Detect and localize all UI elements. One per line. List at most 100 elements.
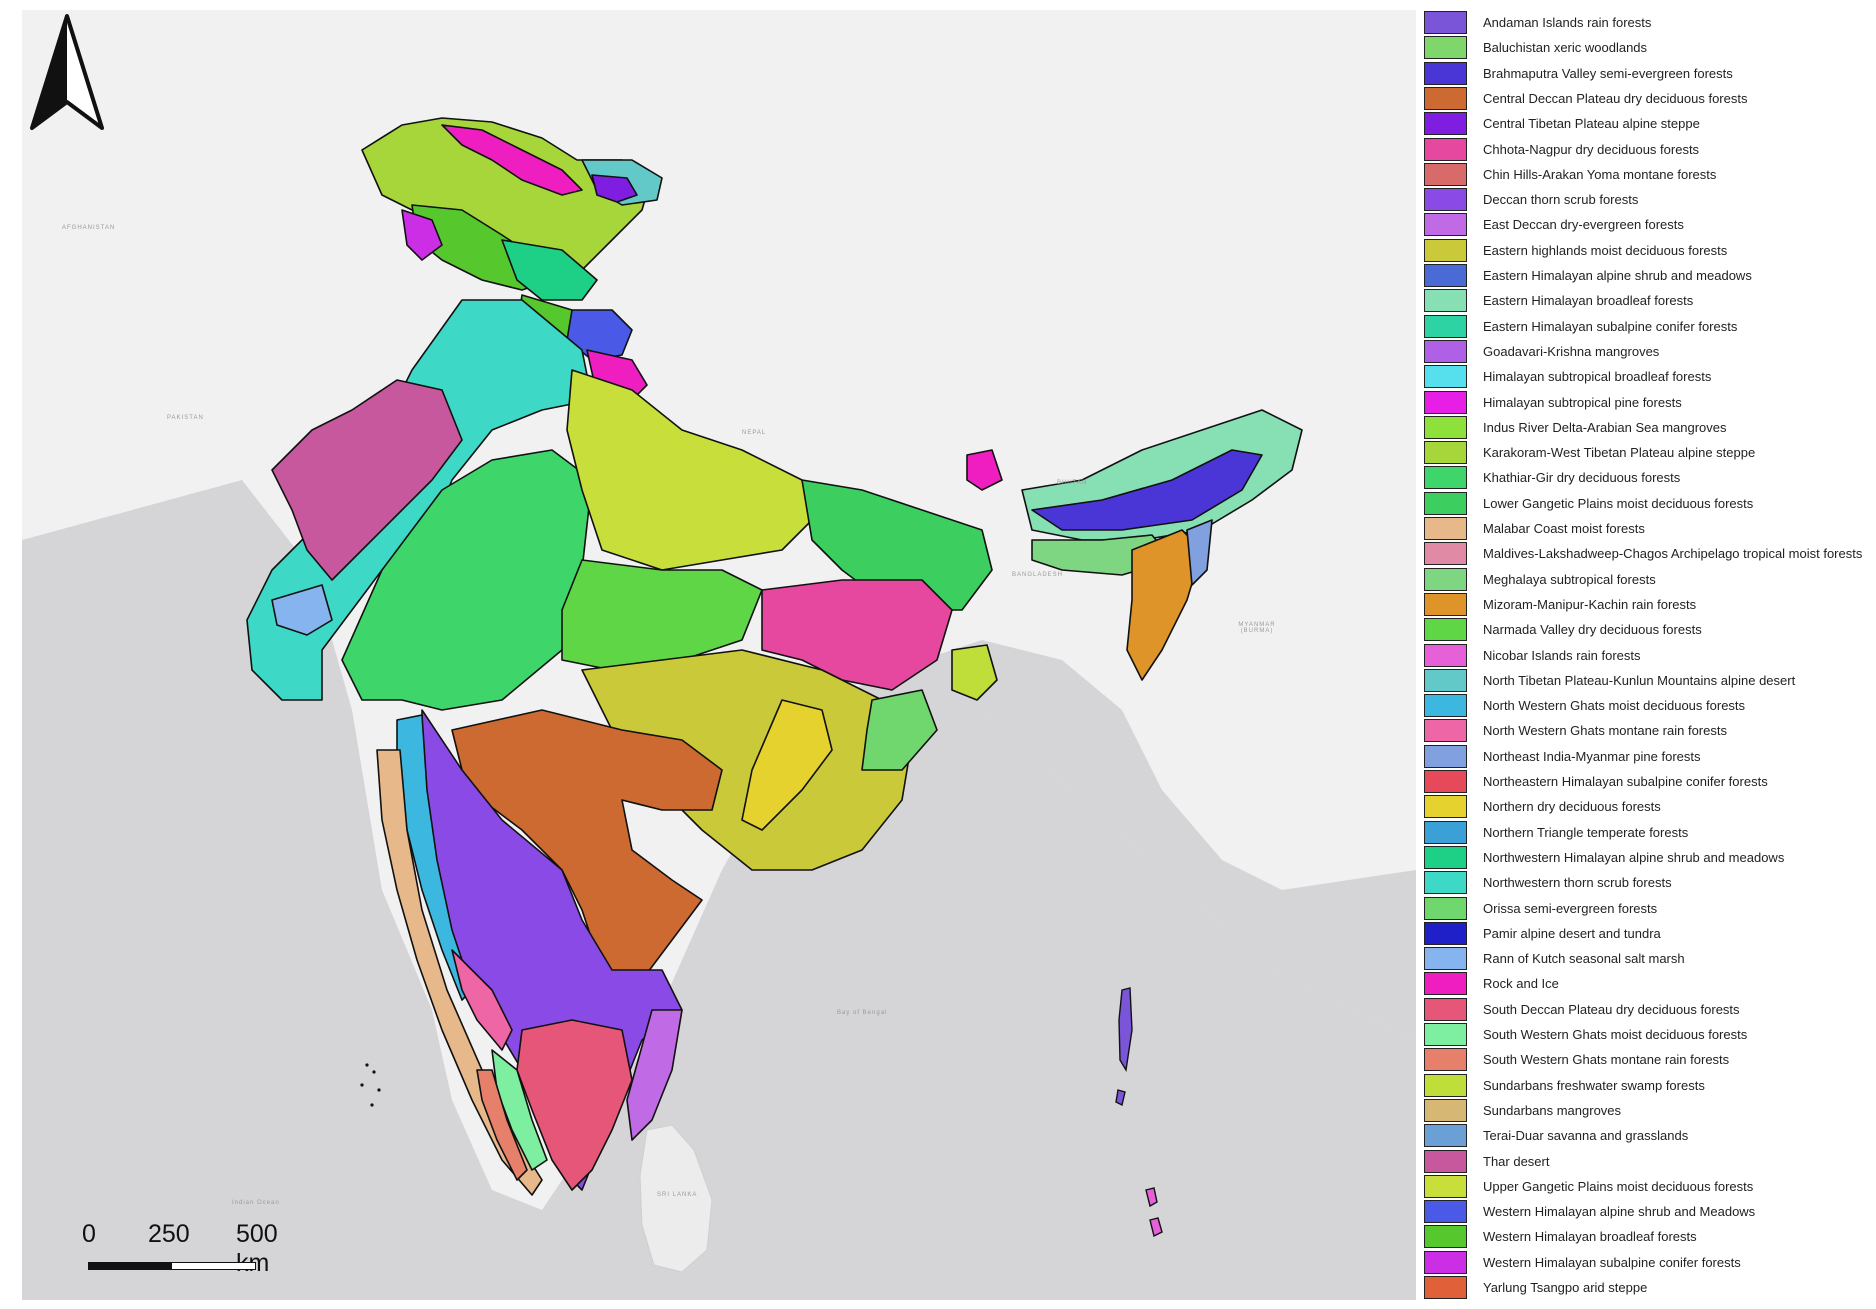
legend-label: Narmada Valley dry deciduous forests — [1483, 622, 1702, 638]
nicobar-island-1 — [1145, 1187, 1158, 1208]
legend-swatch — [1424, 795, 1467, 819]
legend-label: Rann of Kutch seasonal salt marsh — [1483, 951, 1685, 967]
legend-item: Eastern highlands moist deciduous forest… — [1424, 238, 1876, 263]
legend-swatch — [1424, 1250, 1467, 1274]
legend-item: Meghalaya subtropical forests — [1424, 567, 1876, 592]
legend-item: South Western Ghats montane rain forests — [1424, 1047, 1876, 1072]
legend-label: Brahmaputra Valley semi-evergreen forest… — [1483, 65, 1733, 81]
arabian-sea — [22, 480, 1416, 1300]
region-brahmaputra — [1031, 449, 1263, 531]
legend-item: Brahmaputra Valley semi-evergreen forest… — [1424, 61, 1876, 86]
legend-item: Nicobar Islands rain forests — [1424, 643, 1876, 668]
legend-label: Terai-Duar savanna and grasslands — [1483, 1128, 1689, 1144]
legend-label: Northeast India-Myanmar pine forests — [1483, 748, 1701, 764]
legend-label: Eastern Himalayan subalpine conifer fore… — [1483, 318, 1738, 334]
legend-label: Karakoram-West Tibetan Plateau alpine st… — [1483, 445, 1756, 461]
legend-swatch — [1424, 997, 1467, 1021]
region-narmada — [561, 559, 763, 671]
legend-swatch — [1424, 36, 1467, 60]
legend-swatch — [1424, 314, 1467, 338]
legend-item: Eastern Himalayan subalpine conifer fore… — [1424, 314, 1876, 339]
legend-label: Goadavari-Krishna mangroves — [1483, 343, 1660, 359]
legend-item: East Deccan dry-evergreen forests — [1424, 212, 1876, 237]
scale-label-500: 500 km — [236, 1220, 278, 1277]
legend-label: Nicobar Islands rain forests — [1483, 647, 1641, 663]
map-frame: AFGHANISTAN PAKISTAN NEPAL BHUTAN BANGLA… — [22, 10, 1416, 1300]
legend-swatch — [1424, 694, 1467, 718]
legend-label: Northern Triangle temperate forests — [1483, 824, 1689, 840]
legend-label: Chhota-Nagpur dry deciduous forests — [1483, 141, 1700, 157]
legend-label: Maldives-Lakshadweep-Chagos Archipelago … — [1483, 546, 1863, 562]
legend-label: Himalayan subtropical broadleaf forests — [1483, 369, 1712, 385]
legend-swatch — [1424, 339, 1467, 363]
legend-label: Central Deccan Plateau dry deciduous for… — [1483, 90, 1748, 106]
legend-item: Terai-Duar savanna and grasslands — [1424, 1123, 1876, 1148]
region-thar — [271, 379, 463, 581]
legend-swatch — [1424, 213, 1467, 237]
andaman-nicobar — [1115, 987, 1163, 1238]
lakshadweep — [360, 1063, 381, 1107]
region-chhota — [761, 579, 953, 691]
legend-item: Central Deccan Plateau dry deciduous for… — [1424, 86, 1876, 111]
legend-label: Himalayan subtropical pine forests — [1483, 394, 1682, 410]
legend-swatch — [1424, 1124, 1467, 1148]
legend-swatch — [1424, 820, 1467, 844]
legend-label: North Western Ghats moist deciduous fore… — [1483, 698, 1746, 714]
legend-label: Eastern highlands moist deciduous forest… — [1483, 242, 1728, 258]
legend-item: South Deccan Plateau dry deciduous fores… — [1424, 997, 1876, 1022]
legend-label: Orissa semi-evergreen forests — [1483, 900, 1658, 916]
region-northern-dry — [741, 699, 833, 831]
basemap-label: MYANMAR (BURMA) — [1238, 622, 1276, 634]
legend-label: Yarlung Tsangpo arid steppe — [1483, 1280, 1648, 1295]
legend-label: North Tibetan Plateau-Kunlun Mountains a… — [1483, 672, 1796, 688]
legend-item: Sundarbans mangroves — [1424, 1098, 1876, 1123]
legend-swatch — [1424, 264, 1467, 287]
region-central-deccan — [451, 709, 723, 981]
legend-item: Northeastern Himalayan subalpine conifer… — [1424, 769, 1876, 794]
legend-label: Lower Gangetic Plains moist deciduous fo… — [1483, 495, 1754, 511]
legend-item: Eastern Himalayan alpine shrub and meado… — [1424, 263, 1876, 288]
legend-swatch — [1424, 896, 1467, 920]
legend-item: Central Tibetan Plateau alpine steppe — [1424, 111, 1876, 136]
legend-swatch — [1424, 947, 1467, 971]
scale-bar: 0 250 500 km — [60, 1220, 278, 1277]
north-arrow-icon — [30, 14, 104, 130]
legend-swatch — [1424, 1200, 1467, 1224]
legend-label: Western Himalayan subalpine conifer fore… — [1483, 1254, 1741, 1270]
sri-lanka — [639, 1124, 713, 1273]
legend-label: Deccan thorn scrub forests — [1483, 192, 1639, 208]
map-canvas — [22, 117, 1416, 1300]
legend-label: Northeastern Himalayan subalpine conifer… — [1483, 774, 1768, 789]
legend-item: Eastern Himalayan broadleaf forests — [1424, 288, 1876, 313]
legend-label: Indus River Delta-Arabian Sea mangroves — [1483, 419, 1727, 435]
legend-swatch — [1424, 567, 1467, 591]
basemap-label: BHUTAN — [1057, 480, 1088, 486]
legend-swatch — [1424, 137, 1467, 161]
basemap-label: PAKISTAN — [167, 415, 204, 421]
legend-swatch — [1424, 162, 1467, 186]
legend-swatch — [1424, 466, 1467, 490]
legend-label: East Deccan dry-evergreen forests — [1483, 217, 1684, 233]
legend-label: Pamir alpine desert and tundra — [1483, 925, 1661, 941]
basemap-label: AFGHANISTAN — [62, 225, 116, 231]
scale-bar-graphic — [88, 1262, 256, 1270]
legend-item: Mizoram-Manipur-Kachin rain forests — [1424, 592, 1876, 617]
legend-item: Northwestern Himalayan alpine shrub and … — [1424, 845, 1876, 870]
legend-swatch — [1424, 618, 1467, 642]
legend-label: Northern dry deciduous forests — [1483, 799, 1661, 815]
legend-swatch — [1424, 1073, 1467, 1097]
legend-label: Northwestern thorn scrub forests — [1483, 875, 1672, 891]
legend-label: Western Himalayan broadleaf forests — [1483, 1229, 1697, 1245]
legend-label: Eastern Himalayan alpine shrub and meado… — [1483, 268, 1752, 283]
legend-item: Upper Gangetic Plains moist deciduous fo… — [1424, 1174, 1876, 1199]
region-sundarbans — [951, 644, 998, 701]
region-ne-pine — [1186, 519, 1213, 586]
region-lower-gangetic — [801, 479, 993, 611]
legend-label: Thar desert — [1483, 1153, 1550, 1169]
region-malabar — [376, 749, 543, 1196]
legend-swatch — [1424, 668, 1467, 692]
region-orissa — [861, 689, 938, 771]
nicobar-island-2 — [1149, 1217, 1163, 1238]
legend-swatch — [1424, 1276, 1467, 1299]
legend-item: Pamir alpine desert and tundra — [1424, 921, 1876, 946]
